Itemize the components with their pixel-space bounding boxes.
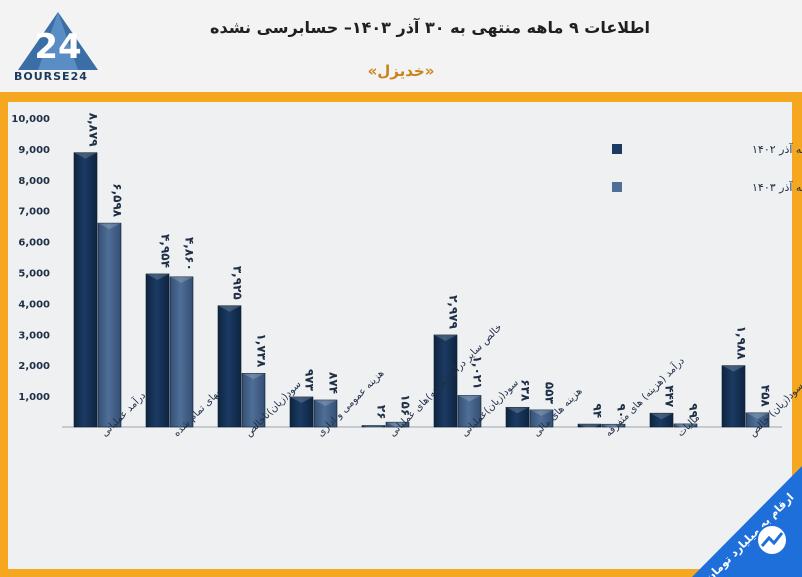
data-label: ۱۵۶ xyxy=(399,394,413,416)
data-label: ۴۵۸ xyxy=(759,385,773,408)
legend: عملکرد منتهی به آذر ۱۴۰۲ عملکرد منتهی به … xyxy=(612,142,802,194)
units-corner-bg xyxy=(692,466,802,577)
bar-1403 xyxy=(241,372,266,428)
legend-label: عملکرد منتهی به آذر ۱۴۰۲ xyxy=(752,142,802,156)
bar-1403 xyxy=(169,276,194,428)
data-label: ۱,۹۸۸ xyxy=(735,326,749,361)
legend-label: عملکرد منتهی به آذر ۱۴۰۳ xyxy=(752,180,802,194)
bar-1403 xyxy=(385,421,410,428)
bar-1403 xyxy=(313,399,338,428)
y-tick-label: 5,000 xyxy=(18,269,50,280)
logo-text: BOURSE24 xyxy=(14,70,88,83)
data-label: ۶۳۸ xyxy=(519,379,533,402)
bar-1402 xyxy=(289,396,314,428)
units-corner: ارقام به میلیارد تومان xyxy=(692,466,802,577)
data-label: ۲,۹۷۹ xyxy=(447,295,461,330)
legend-swatch xyxy=(612,144,622,154)
y-tick-label: 4,000 xyxy=(18,299,50,310)
bar-1403 xyxy=(601,423,626,428)
y-tick-label: 10,000 xyxy=(11,114,50,125)
bar-bevel xyxy=(722,365,745,372)
plot-area xyxy=(8,102,792,569)
y-tick-label: 9,000 xyxy=(18,145,50,156)
bar-1402 xyxy=(649,412,674,428)
bar-bevel xyxy=(314,399,337,406)
bourse24-logo: 24 xyxy=(18,12,98,70)
bar-1403 xyxy=(529,409,554,428)
data-label: ۵۵۳ xyxy=(543,382,557,405)
legend-swatch xyxy=(612,182,622,192)
bar-1403 xyxy=(745,412,770,428)
bar-bevel xyxy=(530,409,553,416)
bars: ۸,۸۷۹ ۶,۵۹۸ ۴,۹۵۴ ۴,۸۶۰ ۳,۹۲۵ ۱,۷۳۸ ۹۷۳ ۸۷۴ ۲۶ ۱۵… xyxy=(73,113,773,432)
y-tick-label: 8,000 xyxy=(18,176,50,187)
bar-bevel xyxy=(578,424,601,431)
data-label: ۹۴ xyxy=(591,403,605,418)
trend-arrow-icon xyxy=(760,532,784,547)
data-label: ۱,۷۳۸ xyxy=(255,333,269,368)
bar-bevel xyxy=(602,424,625,431)
y-tick-label: 3,000 xyxy=(18,330,50,341)
bar-bevel xyxy=(458,395,481,402)
page-subtitle: «خدیزل» xyxy=(367,62,435,80)
data-label: ۴۴۷ xyxy=(663,385,677,408)
data-label: ۴,۹۵۴ xyxy=(159,234,173,268)
bar-bevel xyxy=(218,305,241,312)
bar-bevel xyxy=(674,423,697,430)
bar-1402 xyxy=(217,305,242,428)
bar-bevel xyxy=(386,422,409,429)
bar-bevel xyxy=(506,407,529,414)
page-title: اطلاعات ۹ ماهه منتهی به ۳۰ آذر ۱۴۰۳– حسا… xyxy=(210,18,650,37)
data-label: ۹۰ xyxy=(615,404,629,419)
bar-bevel xyxy=(146,273,169,280)
data-label: ۲۶ xyxy=(375,405,389,420)
bar-bevel xyxy=(650,413,673,420)
data-label: ۹۹ xyxy=(687,403,701,418)
bar-1402 xyxy=(577,423,602,428)
bar-1402 xyxy=(721,365,746,428)
header: 24 BOURSE24 اطلاعات ۹ ماهه منتهی به ۳۰ آ… xyxy=(0,0,802,92)
data-label: ۸,۸۷۹ xyxy=(87,113,101,148)
bar-bevel xyxy=(74,152,97,159)
bar-1402 xyxy=(73,152,98,428)
data-label: ۳,۹۲۵ xyxy=(231,266,245,300)
y-tick-label: 6,000 xyxy=(18,238,50,249)
bar-bevel xyxy=(98,223,121,230)
bar-bevel xyxy=(290,396,313,403)
data-label: ۴,۸۶۰ xyxy=(183,237,197,271)
bar-1402 xyxy=(361,425,386,428)
bar-1403 xyxy=(97,222,122,428)
x-tick-label: سود(زیان) خالص xyxy=(747,381,802,439)
data-label: ۱,۰۲۱ xyxy=(471,356,485,390)
data-label: ۸۷۴ xyxy=(327,372,341,394)
bar-1403 xyxy=(457,395,482,428)
bar-bevel xyxy=(434,334,457,341)
bar-1402 xyxy=(433,334,458,428)
svg-text:24: 24 xyxy=(34,27,81,67)
bar-bevel xyxy=(362,425,385,432)
data-label: ۹۷۳ xyxy=(303,369,317,392)
bar-1402 xyxy=(145,273,170,428)
y-tick-label: 2,000 xyxy=(18,361,50,372)
bar-1403 xyxy=(673,423,698,428)
bar-bevel xyxy=(242,373,265,380)
y-tick-label: 7,000 xyxy=(18,207,50,218)
bar-bevel xyxy=(170,276,193,283)
y-tick-label: 1,000 xyxy=(18,392,50,403)
bar-1402 xyxy=(505,406,530,428)
bar-bevel xyxy=(746,412,769,419)
data-label: ۶,۵۹۸ xyxy=(111,183,125,218)
